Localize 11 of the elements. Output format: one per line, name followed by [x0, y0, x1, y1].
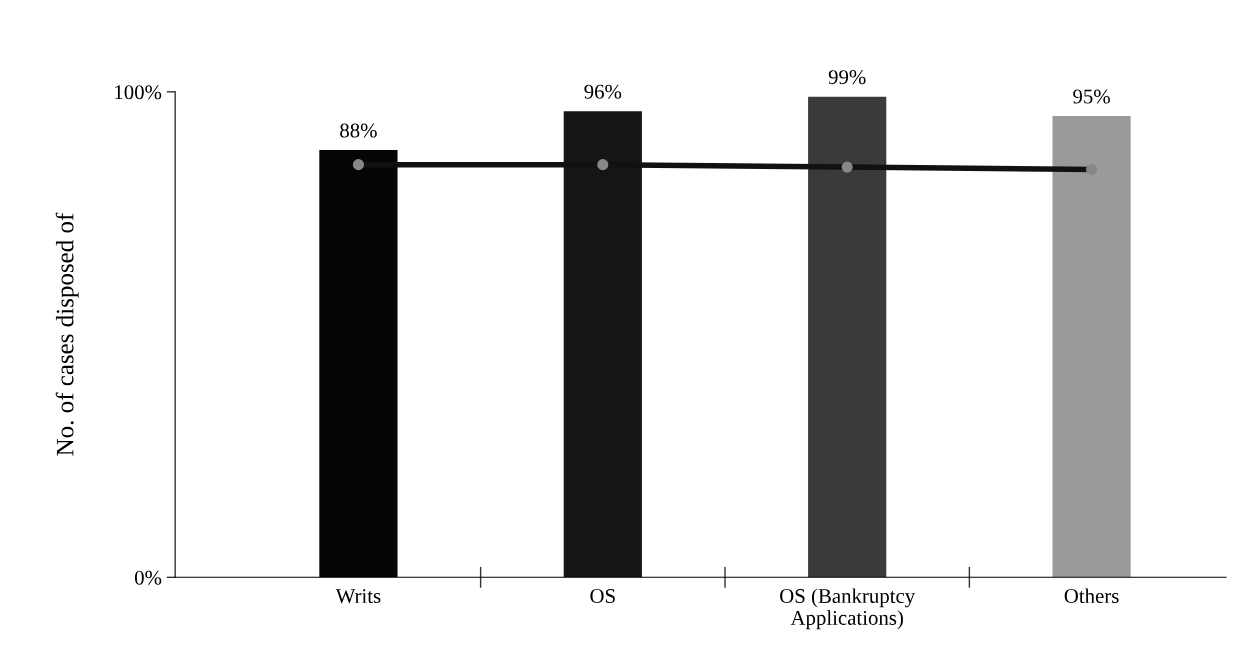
y-tick-label: 100%	[115, 85, 162, 100]
data-label: 88%	[340, 123, 377, 138]
x-tick-label: Others	[1064, 588, 1119, 604]
y-axis-title: No. of cases disposed of	[55, 212, 79, 456]
data-label: 99%	[828, 70, 866, 85]
y-tick-label: 0%	[134, 570, 162, 585]
x-tick-label: OS (Bankruptcy Applications)	[780, 588, 916, 630]
data-label: 96%	[584, 84, 622, 99]
x-tick-label: OS	[590, 589, 615, 604]
data-label: 95%	[1073, 89, 1110, 104]
x-tick-label: Writs	[335, 589, 381, 604]
